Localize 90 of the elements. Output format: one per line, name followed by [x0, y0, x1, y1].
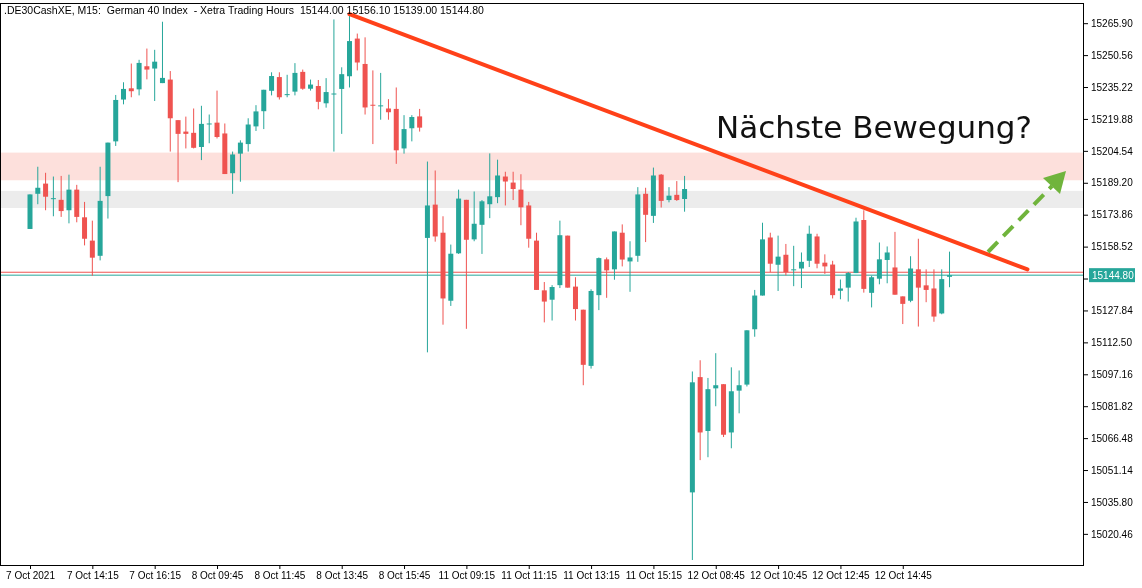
candlestick — [82, 201, 88, 246]
candlestick — [58, 175, 64, 218]
y-tick-label: 15112.50 — [1091, 337, 1133, 349]
x-tick-label: 12 Oct 08:45 — [687, 570, 746, 582]
candlestick — [35, 166, 41, 205]
candlestick — [245, 117, 251, 153]
candlestick — [214, 90, 220, 139]
candlestick — [175, 119, 181, 183]
y-tick-label: 15250.56 — [1091, 49, 1134, 61]
y-tick-label: 15051.14 — [1091, 464, 1134, 476]
x-tick-label: 8 Oct 09:45 — [191, 570, 244, 582]
candlestick — [50, 176, 56, 217]
y-tick-label: 15035.80 — [1091, 496, 1134, 508]
candlestick — [183, 116, 189, 149]
candlestick — [713, 352, 719, 407]
candlestick — [230, 151, 236, 195]
candlestick — [269, 71, 275, 96]
candlestick — [541, 281, 547, 323]
candlestick — [253, 104, 259, 132]
annotation: Nächste Bewegung? — [716, 109, 1032, 145]
candlestick — [572, 276, 578, 322]
candlestick — [198, 105, 204, 161]
candlestick — [370, 69, 376, 145]
candlestick — [191, 107, 197, 149]
candlestick — [354, 33, 360, 71]
candlestick — [682, 175, 688, 213]
candlestick — [900, 295, 906, 325]
candlestick — [339, 66, 345, 135]
candlestick — [323, 77, 329, 109]
y-tick-label: 15173.86 — [1091, 209, 1134, 221]
candlestick — [487, 152, 493, 219]
candlestick — [409, 114, 415, 142]
candlestick — [284, 74, 290, 98]
candlestick — [736, 369, 742, 414]
chart-title: .DE30CashXE, M15: German 40 Index - Xetra Trading Hours 15144.00 15156.10 15139.00 15144.80 — [4, 4, 484, 16]
candlestick — [378, 72, 384, 121]
y-tick-label: 15020.46 — [1091, 528, 1134, 540]
candlestick — [261, 89, 267, 130]
candlestick — [144, 48, 150, 80]
x-tick-label: 8 Oct 11:45 — [254, 570, 306, 582]
y-tick-label: 15265.90 — [1091, 17, 1134, 29]
y-tick-label: 15127.84 — [1091, 305, 1134, 317]
candlestick — [121, 81, 127, 105]
candlestick — [128, 63, 134, 98]
y-tick-label: 15235.22 — [1091, 81, 1134, 93]
ref-line-label: 15144.80 — [1092, 270, 1135, 282]
x-tick-label: 7 Oct 2021 — [6, 570, 56, 582]
x-tick-label: 11 Oct 15:15 — [625, 570, 683, 582]
candlestick — [43, 172, 49, 211]
candlestick — [385, 98, 391, 121]
x-tick-label: 8 Oct 15:45 — [378, 570, 431, 582]
y-tick-label: 15158.52 — [1091, 241, 1134, 253]
candlestick — [315, 79, 321, 110]
candlestick — [206, 114, 212, 144]
y-tick-label: 15219.88 — [1091, 113, 1134, 125]
x-tick-label: 12 Oct 12:45 — [812, 570, 870, 582]
candlestick — [471, 191, 477, 242]
y-tick-label: 15189.20 — [1091, 177, 1134, 189]
x-tick-label: 7 Oct 14:15 — [66, 570, 120, 582]
candlestick — [674, 180, 680, 202]
x-tick-label: 12 Oct 14:45 — [874, 570, 933, 582]
candlestick — [331, 18, 337, 153]
candlestick — [518, 173, 524, 226]
candlestick — [666, 186, 672, 203]
candlestick — [417, 108, 423, 133]
candlestick — [479, 199, 485, 255]
x-tick-label: 7 Oct 16:15 — [129, 570, 182, 582]
x-tick-label: 11 Oct 13:15 — [563, 570, 621, 582]
candlestick — [237, 139, 243, 183]
x-tick-label: 12 Oct 10:45 — [749, 570, 808, 582]
candlestick — [292, 62, 298, 96]
candlestick — [152, 49, 158, 102]
x-tick-label: 11 Oct 09:15 — [438, 570, 496, 582]
x-tick-label: 8 Oct 13:45 — [316, 570, 369, 582]
candlestick — [495, 159, 501, 204]
candlestick — [159, 21, 165, 84]
candlestick — [643, 187, 649, 243]
y-tick-label: 15081.82 — [1091, 400, 1134, 412]
candlestick — [66, 174, 72, 224]
candlestick — [300, 69, 306, 91]
y-tick-label: 15204.54 — [1091, 145, 1134, 157]
y-tick-label: 15066.48 — [1091, 432, 1134, 444]
candlestick — [510, 171, 516, 201]
candlestick — [401, 114, 407, 155]
candlestick — [276, 71, 282, 101]
x-tick-label: 11 Oct 11:15 — [501, 570, 558, 582]
candlestick — [502, 171, 508, 206]
y-tick-label: 15097.16 — [1091, 368, 1134, 380]
candlestick — [837, 279, 843, 300]
candlestick — [549, 284, 555, 322]
